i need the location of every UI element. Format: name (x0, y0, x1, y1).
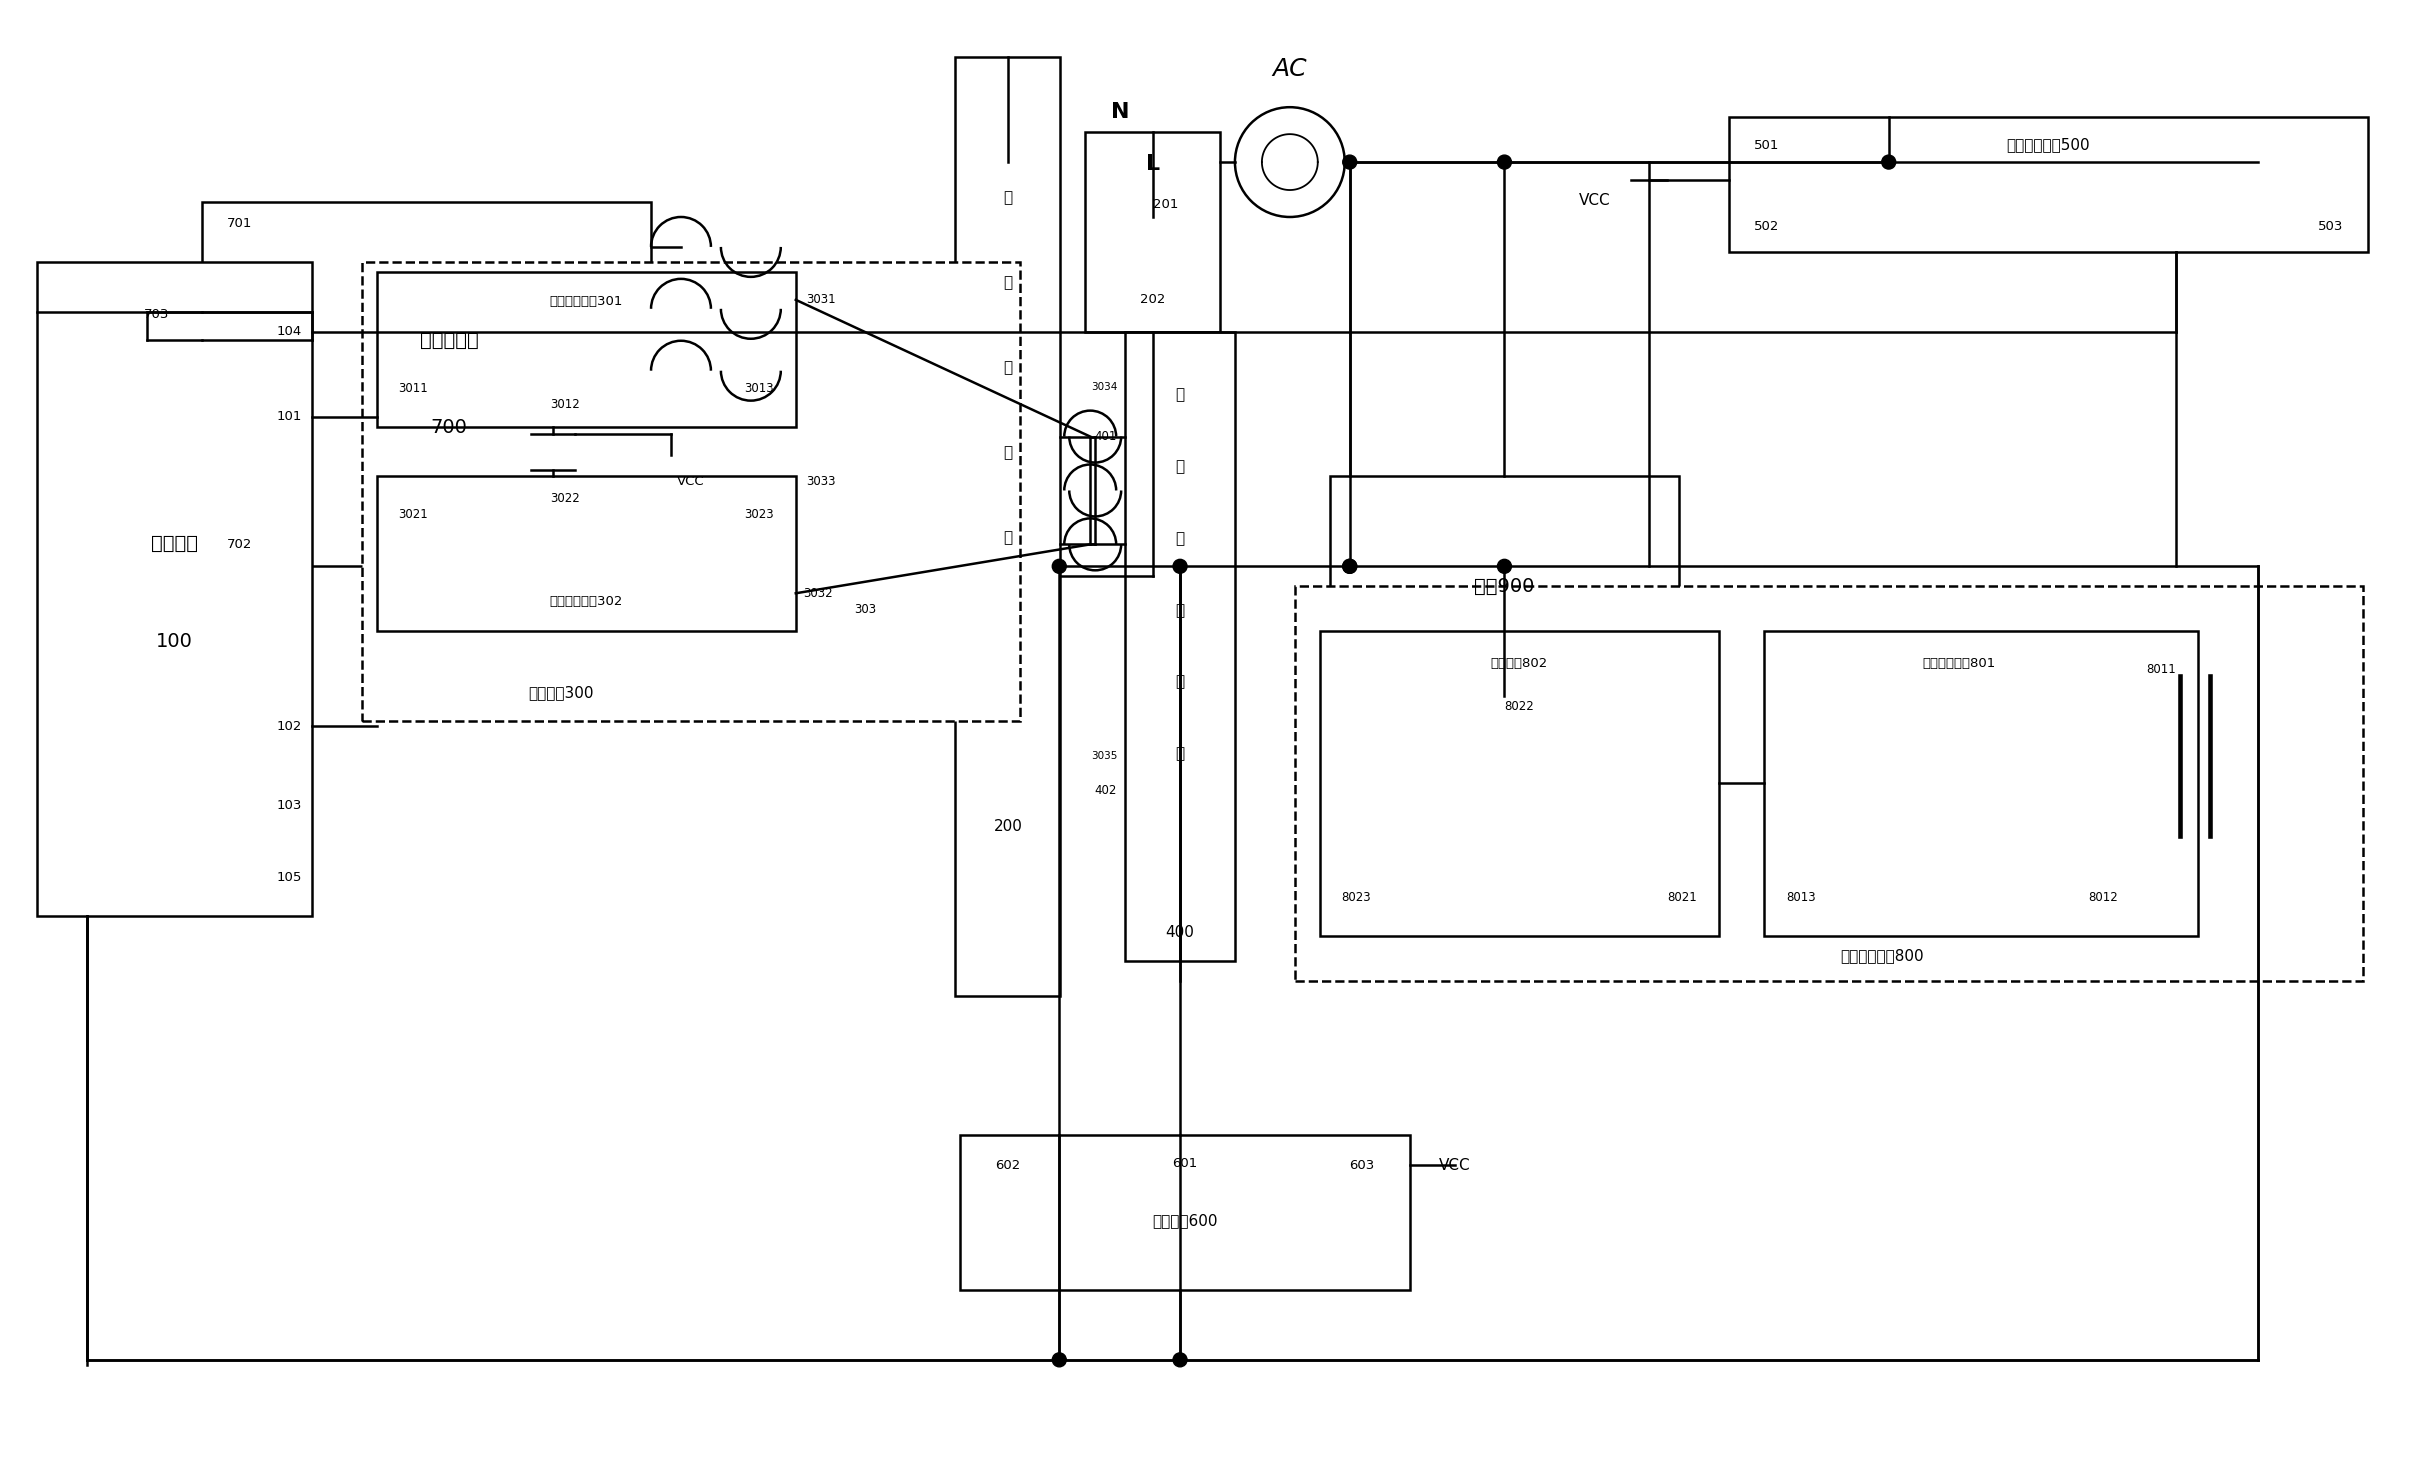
Text: 603: 603 (1350, 1158, 1374, 1171)
Text: 3021: 3021 (398, 508, 429, 521)
Bar (362, 262, 1020, 721)
Text: 401: 401 (1095, 429, 1116, 443)
Text: VCC: VCC (1579, 193, 1611, 207)
Bar (955, 58, 1061, 995)
Text: L: L (1145, 154, 1160, 175)
Bar (1319, 631, 1719, 936)
Text: 3013: 3013 (745, 382, 774, 395)
Text: 3034: 3034 (1090, 382, 1116, 391)
Text: 3023: 3023 (745, 508, 774, 521)
Text: 303: 303 (853, 603, 878, 616)
Text: 400: 400 (1165, 926, 1193, 940)
Bar (1126, 332, 1234, 961)
Text: 703: 703 (145, 308, 169, 321)
Text: 口: 口 (1177, 746, 1184, 761)
Text: 202: 202 (1140, 293, 1165, 307)
Text: 100: 100 (157, 631, 193, 650)
Text: N: N (1111, 102, 1128, 121)
Text: VCC: VCC (677, 475, 704, 487)
Text: VCC: VCC (1439, 1158, 1471, 1173)
Text: 101: 101 (277, 410, 301, 424)
Text: 整流电路600: 整流电路600 (1152, 1213, 1218, 1228)
Text: 受控负载电路800: 受控负载电路800 (1840, 948, 1924, 963)
Text: 通: 通 (1177, 530, 1184, 546)
Text: 接: 接 (1003, 446, 1013, 461)
Text: 201: 201 (1152, 197, 1179, 210)
Text: 501: 501 (1753, 139, 1779, 151)
Text: 105: 105 (277, 871, 301, 884)
Text: 702: 702 (227, 538, 253, 551)
Circle shape (1497, 560, 1512, 573)
Bar (376, 273, 796, 427)
Text: 3022: 3022 (550, 492, 581, 505)
Text: 8013: 8013 (1787, 892, 1815, 905)
Text: 第二驱动器件801: 第二驱动器件801 (1922, 656, 1996, 669)
Text: 502: 502 (1753, 221, 1779, 234)
Text: AC: AC (1273, 58, 1307, 81)
Text: 3031: 3031 (805, 293, 837, 307)
Text: 700: 700 (432, 419, 468, 437)
Bar (1295, 586, 2363, 980)
Text: 8021: 8021 (1668, 892, 1697, 905)
Text: 第二驱动器件302: 第二驱动器件302 (550, 595, 622, 607)
Circle shape (1343, 560, 1357, 573)
Text: 3032: 3032 (803, 586, 832, 600)
Text: 发送电路300: 发送电路300 (528, 686, 593, 701)
Bar (1085, 132, 1220, 332)
Text: 103: 103 (277, 800, 301, 813)
Text: 受控器件802: 受控器件802 (1490, 656, 1548, 669)
Text: 过零检测电路500: 过零检测电路500 (2006, 138, 2090, 153)
Bar (1729, 117, 2368, 252)
Text: 3033: 3033 (805, 475, 837, 487)
Circle shape (1497, 156, 1512, 169)
Text: 载: 载 (1177, 387, 1184, 403)
Text: 电: 电 (1003, 191, 1013, 206)
Text: 3011: 3011 (398, 382, 429, 395)
Text: 线: 线 (1003, 360, 1013, 375)
Circle shape (1343, 560, 1357, 573)
Circle shape (1174, 560, 1186, 573)
Text: 3012: 3012 (550, 398, 581, 412)
Text: 8011: 8011 (2146, 662, 2177, 675)
Circle shape (1881, 156, 1895, 169)
Text: 601: 601 (1172, 1157, 1198, 1170)
Text: 104: 104 (277, 326, 301, 338)
Bar (1331, 477, 1678, 696)
Bar (1765, 631, 2199, 936)
Text: 3035: 3035 (1090, 751, 1116, 761)
Text: 602: 602 (996, 1158, 1020, 1171)
Bar (203, 201, 651, 566)
Text: 端: 端 (1177, 675, 1184, 690)
Circle shape (1174, 1352, 1186, 1367)
Text: 波: 波 (1177, 459, 1184, 474)
Circle shape (1343, 156, 1357, 169)
Text: 503: 503 (2317, 221, 2343, 234)
Text: 200: 200 (993, 819, 1022, 834)
Bar (36, 262, 311, 915)
Text: 402: 402 (1095, 785, 1116, 797)
Text: 力: 力 (1003, 275, 1013, 290)
Bar (960, 1136, 1410, 1290)
Circle shape (1051, 1352, 1066, 1367)
Bar (376, 477, 796, 631)
Text: 8012: 8012 (2088, 892, 2119, 905)
Text: 8023: 8023 (1343, 892, 1372, 905)
Circle shape (1051, 560, 1066, 573)
Text: 8022: 8022 (1504, 699, 1533, 712)
Text: 102: 102 (277, 720, 301, 733)
Text: 控制芯片: 控制芯片 (152, 533, 198, 552)
Text: 701: 701 (227, 218, 253, 231)
Text: 负载900: 负载900 (1473, 576, 1536, 595)
Text: 接收输入端: 接收输入端 (420, 330, 477, 350)
Text: 口: 口 (1003, 530, 1013, 545)
Text: 信: 信 (1177, 603, 1184, 618)
Text: 第一驱动器件301: 第一驱动器件301 (550, 295, 622, 308)
